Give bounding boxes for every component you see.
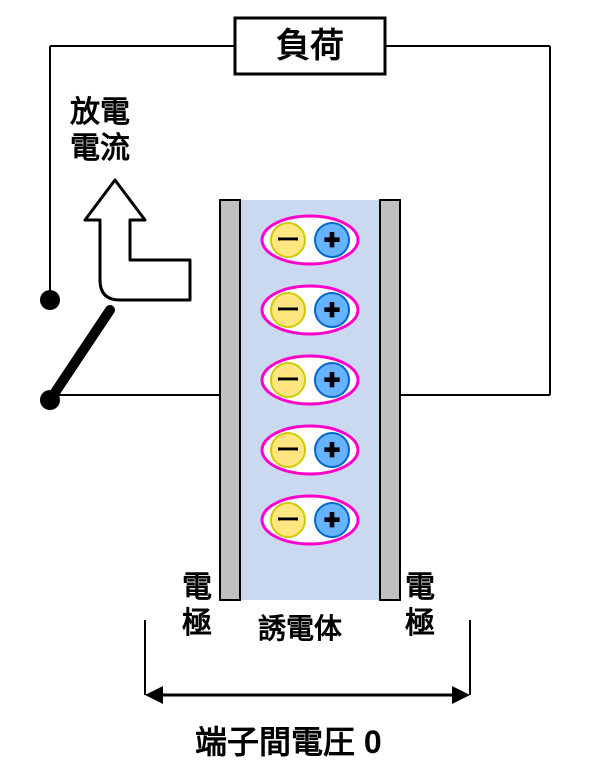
switch-arm <box>50 310 110 400</box>
minus-icon: ー <box>276 297 300 324</box>
plus-icon: ✚ <box>324 230 341 252</box>
electrode-right <box>380 200 400 600</box>
arrow-right-icon <box>452 686 470 704</box>
arrow-left-icon <box>145 686 163 704</box>
dipole: ー✚ <box>262 496 358 544</box>
plus-icon: ✚ <box>324 300 341 322</box>
electrode-left-label: 電 極 <box>182 570 212 642</box>
discharge-current-label: 放電 電流 <box>70 95 130 167</box>
switch-node-top <box>40 290 60 310</box>
dielectric-label: 誘電体 <box>258 612 342 646</box>
minus-icon: ー <box>276 437 300 464</box>
minus-icon: ー <box>276 507 300 534</box>
plus-icon: ✚ <box>324 510 341 532</box>
electrode-right-label: 電 極 <box>405 570 435 642</box>
plus-icon: ✚ <box>324 370 341 392</box>
electrode-left <box>220 200 240 600</box>
dipole: ー✚ <box>262 426 358 474</box>
terminal-voltage-label: 端子間電圧 0 <box>195 723 382 761</box>
load-label: 負荷 <box>235 26 385 67</box>
dipole: ー✚ <box>262 356 358 404</box>
discharge-arrow-icon <box>85 180 190 300</box>
minus-icon: ー <box>276 367 300 394</box>
dipole: ー✚ <box>262 216 358 264</box>
dipole: ー✚ <box>262 286 358 334</box>
switch-node-bottom <box>40 390 60 410</box>
minus-icon: ー <box>276 227 300 254</box>
plus-icon: ✚ <box>324 440 341 462</box>
